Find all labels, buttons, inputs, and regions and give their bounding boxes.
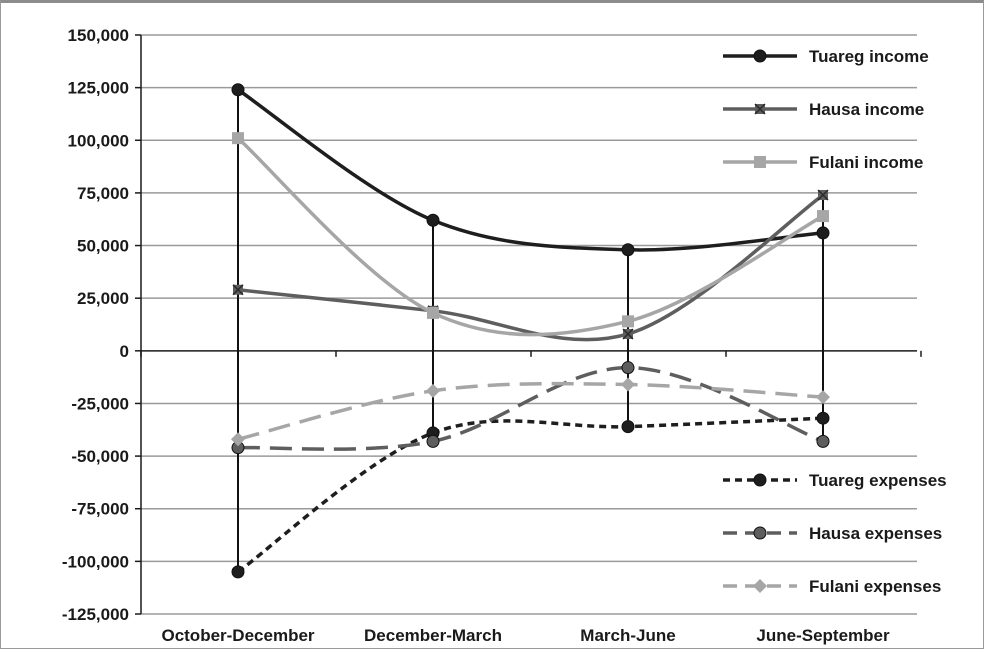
data-point-tuareg-income [426,213,440,227]
data-point-hausa-expenses [816,434,830,448]
data-point-hausa-income [232,284,244,296]
data-point-tuareg-income [231,83,245,97]
legend-marker [753,49,767,63]
axes: 150,000 125,000 100,000 75,000 50,000 25,000 0… [62,26,922,645]
x-tick-label: June-September [756,626,890,645]
data-point-fulani-expenses [426,383,440,398]
data-point-fulani-income [232,132,244,145]
data-point-hausa-expenses [621,361,635,375]
legend-label: Hausa expenses [809,524,942,543]
data-point-tuareg-expenses [231,565,245,579]
series-line-fulani-income [236,136,824,337]
legend-item-tuareg-income: Tuareg income [723,47,929,66]
y-tick-label: -50,000 [71,447,129,466]
series-line-hausa-income [237,193,825,342]
legend-label: Tuareg income [809,47,929,66]
data-point-fulani-income [817,210,829,223]
data-point-tuareg-expenses [621,420,635,434]
legend-label: Fulani income [809,153,923,172]
legend-item-hausa-income: Hausa income [723,100,924,119]
y-tick-label: 100,000 [68,131,129,150]
legend-marker [753,526,767,540]
y-tick-label: -25,000 [71,394,129,413]
legend-item-hausa-expenses: Hausa expenses [723,524,942,543]
series-line-fulani-expenses [237,381,824,441]
data-point-fulani-income [427,306,439,319]
legend-item-tuareg-expenses: Tuareg expenses [723,471,947,490]
legend: Tuareg income Hausa income Fulani income Tu… [723,47,947,596]
y-tick-label: -125,000 [62,605,129,624]
x-tick-label: December-March [364,626,502,645]
y-tick-label: -75,000 [71,500,129,519]
data-point-hausa-income [622,328,634,340]
legend-marker [753,473,767,487]
data-point-tuareg-expenses [816,411,830,425]
x-tick-label: October-December [161,626,314,645]
series-line-tuareg-income [237,88,824,252]
data-point-fulani-expenses [621,377,635,392]
y-tick-label: 75,000 [77,184,129,203]
legend-label: Hausa income [809,100,924,119]
data-point-hausa-expenses [426,434,440,448]
legend-label: Fulani expenses [809,577,941,596]
y-tick-label: 25,000 [77,289,129,308]
data-point-fulani-expenses [816,390,830,405]
line-chart: 150,000 125,000 100,000 75,000 50,000 25,000 0… [62,26,947,645]
y-tick-label: 0 [120,342,129,361]
series-lines [236,88,825,574]
y-tick-label: 150,000 [68,26,129,45]
y-tick-label: 125,000 [68,79,129,98]
x-tick-label: March-June [580,626,675,645]
legend-label: Tuareg expenses [809,471,947,490]
legend-marker [754,103,766,115]
y-tick-label: -100,000 [62,552,129,571]
legend-marker [754,156,766,168]
data-point-fulani-income [622,315,634,328]
data-point-tuareg-income [621,243,635,257]
legend-marker [753,579,767,593]
data-point-fulani-expenses [231,432,245,447]
data-point-tuareg-income [816,226,830,240]
gridlines [141,34,917,615]
y-tick-label: 50,000 [77,237,129,256]
series-markers [231,83,830,579]
series-line-hausa-expenses [237,365,824,451]
data-point-hausa-income [817,189,829,201]
series-line-tuareg-expenses [236,416,824,574]
legend-item-fulani-expenses: Fulani expenses [723,577,941,596]
legend-item-fulani-income: Fulani income [723,153,923,172]
